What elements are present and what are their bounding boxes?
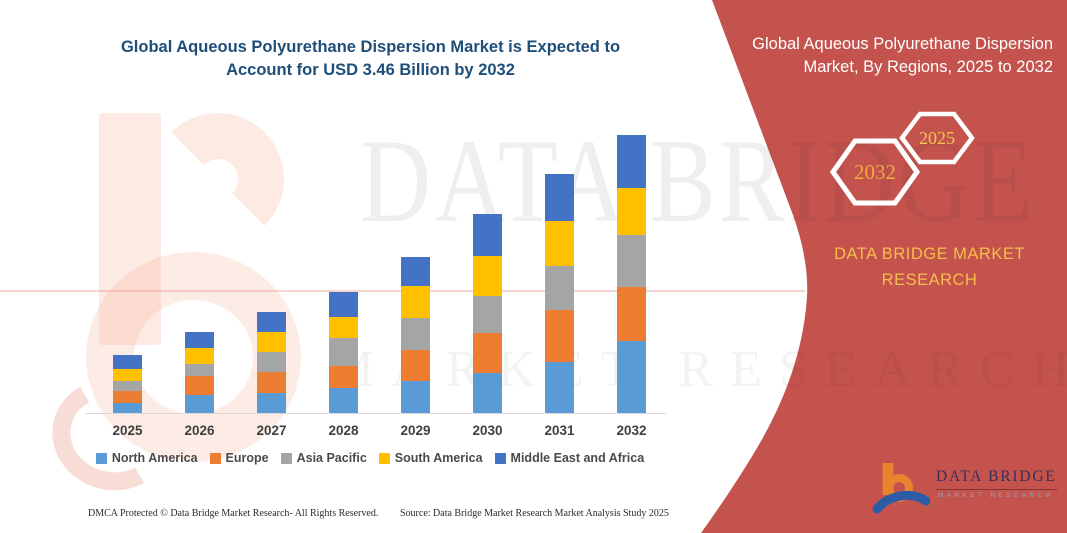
- segment-2032-north-america: [617, 340, 646, 413]
- legend-swatch-icon: [209, 452, 221, 464]
- x-axis-label-2028: 2028: [328, 423, 359, 438]
- x-axis-line: [85, 413, 666, 414]
- bar-2025: [113, 355, 142, 413]
- bar-2029: [401, 256, 430, 413]
- segment-2027-europe: [257, 372, 286, 393]
- segment-2031-north-america: [545, 362, 574, 413]
- segment-2030-asia-pacific: [473, 295, 502, 334]
- hexagon-badge-2032-icon: [830, 138, 920, 206]
- segment-2031-south-america: [545, 221, 574, 267]
- side-panel-title: Global Aqueous Polyurethane Dispersion M…: [752, 35, 1053, 77]
- segment-2026-asia-pacific: [185, 363, 214, 377]
- segment-2031-middle-east-and-africa: [545, 173, 574, 222]
- legend-label: South America: [394, 451, 483, 465]
- segment-2025-asia-pacific: [113, 381, 142, 392]
- segment-2030-middle-east-and-africa: [473, 213, 502, 257]
- segment-2028-asia-pacific: [329, 338, 358, 367]
- legend-label: Europe: [225, 451, 269, 465]
- badge-year-2025: 2025: [919, 128, 955, 148]
- segment-2029-south-america: [401, 286, 430, 319]
- logo-tagline: MARKET RESEARCH: [938, 492, 1054, 499]
- segment-2029-asia-pacific: [401, 318, 430, 351]
- segment-2026-middle-east-and-africa: [185, 331, 214, 348]
- x-axis-label-2027: 2027: [256, 423, 287, 438]
- legend-swatch-icon: [95, 452, 107, 464]
- company-logo: DATA BRIDGE MARKET RESEARCH: [872, 458, 1062, 518]
- segment-2028-south-america: [329, 317, 358, 339]
- legend-item-south-america: South America: [378, 451, 483, 465]
- segment-2030-europe: [473, 333, 502, 373]
- segment-2028-north-america: [329, 388, 358, 413]
- segment-2026-north-america: [185, 395, 214, 413]
- segment-2032-asia-pacific: [617, 234, 646, 287]
- segment-2026-south-america: [185, 347, 214, 364]
- bar-2026: [185, 331, 214, 413]
- legend-item-asia-pacific: Asia Pacific: [280, 451, 367, 465]
- segment-2028-europe: [329, 366, 358, 389]
- segment-2027-middle-east-and-africa: [257, 311, 286, 332]
- segment-2031-europe: [545, 310, 574, 363]
- plot-area: [85, 130, 666, 414]
- data-bridge-logo-icon: [872, 463, 930, 514]
- legend-swatch-icon: [494, 452, 506, 464]
- segment-2025-north-america: [113, 402, 142, 413]
- segment-2031-asia-pacific: [545, 266, 574, 311]
- segment-2029-middle-east-and-africa: [401, 256, 430, 287]
- segment-2032-south-america: [617, 188, 646, 235]
- x-axis-label-2032: 2032: [616, 423, 647, 438]
- segment-2030-south-america: [473, 256, 502, 296]
- bar-2028: [329, 291, 358, 413]
- legend-item-north-america: North America: [95, 451, 198, 465]
- chart-title-line2: Account for USD 3.46 Billion by 2032: [226, 61, 515, 80]
- x-axis-label-2025: 2025: [112, 423, 143, 438]
- segment-2027-north-america: [257, 392, 286, 413]
- x-axis-label-2026: 2026: [184, 423, 215, 438]
- bar-2031: [545, 173, 574, 413]
- badge-year-2032: 2032: [854, 160, 896, 184]
- segment-2029-europe: [401, 350, 430, 381]
- legend-label: Middle East and Africa: [510, 451, 645, 465]
- x-axis-label-2030: 2030: [472, 423, 503, 438]
- hexagon-badge-2025-icon: [899, 111, 975, 165]
- segment-2025-south-america: [113, 368, 142, 382]
- segment-2030-north-america: [473, 372, 502, 413]
- footer-dmca-notice: DMCA Protected © Data Bridge Market Rese…: [88, 508, 379, 519]
- segment-2029-north-america: [401, 380, 430, 413]
- segment-2027-asia-pacific: [257, 351, 286, 373]
- legend-swatch-icon: [378, 452, 390, 464]
- segment-2025-middle-east-and-africa: [113, 355, 142, 369]
- legend-item-middle-east-and-africa: Middle East and Africa: [494, 451, 645, 465]
- legend-swatch-icon: [280, 452, 292, 464]
- bar-2032: [617, 135, 646, 413]
- x-axis-labels: 2025 2026 2027 2028 2029 2030 2031 2032: [85, 423, 666, 441]
- footer-source-note: Source: Data Bridge Market Research Mark…: [400, 508, 669, 519]
- segment-2026-europe: [185, 376, 214, 396]
- bar-2030: [473, 213, 502, 413]
- logo-name: DATA BRIDGE: [936, 468, 1057, 490]
- bar-2027: [257, 311, 286, 413]
- chart-title-line1: Global Aqueous Polyurethane Dispersion M…: [120, 38, 621, 56]
- segment-2032-middle-east-and-africa: [617, 135, 646, 189]
- legend-label: Asia Pacific: [296, 451, 367, 465]
- x-axis-label-2029: 2029: [400, 423, 431, 438]
- segment-2027-south-america: [257, 331, 286, 352]
- x-axis-label-2031: 2031: [544, 423, 575, 438]
- legend-item-europe: Europe: [209, 451, 269, 465]
- segment-2028-middle-east-and-africa: [329, 291, 358, 318]
- brand-wordmark: DATA BRIDGE MARKET RESEARCH: [834, 245, 1025, 289]
- chart-title: Global Aqueous Polyurethane Dispersion M…: [63, 36, 678, 83]
- segment-2032-europe: [617, 286, 646, 341]
- legend-label: North America: [111, 451, 198, 465]
- legend: North America Europe Asia Pacific South Ame…: [70, 451, 670, 465]
- segment-2025-europe: [113, 391, 142, 403]
